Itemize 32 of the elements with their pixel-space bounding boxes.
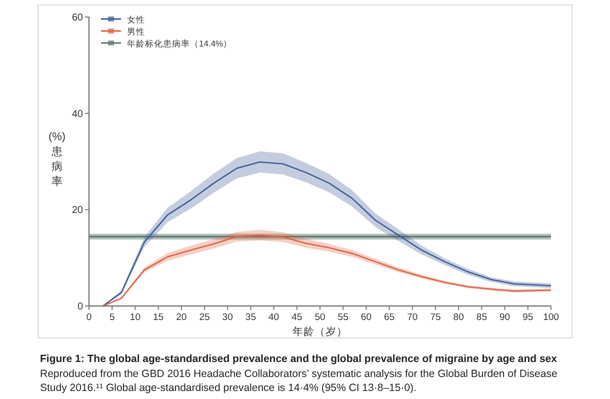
x-tick-label: 75 bbox=[430, 312, 441, 323]
y-tick-label: 0 bbox=[77, 302, 84, 312]
legend-label: 年龄标化患病率（14.4%） bbox=[127, 38, 232, 48]
x-tick-label: 70 bbox=[407, 312, 418, 323]
x-tick-label: 20 bbox=[176, 312, 187, 323]
x-tick-label: 30 bbox=[222, 312, 233, 323]
x-tick-label: 65 bbox=[384, 312, 395, 323]
x-tick-label: 10 bbox=[130, 312, 140, 323]
x-tick-label: 0 bbox=[86, 312, 92, 323]
legend-label: 女性 bbox=[127, 14, 145, 24]
x-tick-label: 85 bbox=[476, 312, 487, 323]
text: Reproduced from the GBD 2016 Headache Collaborators’ systematic analysis for the Global Burden of Disease Study 2016.¹¹ Global age-standardised prevalence is 14·4% (95% CI 13·8–15·0). bbox=[40, 367, 558, 395]
x-tick-label: 100 bbox=[543, 312, 559, 323]
x-tick-label: 50 bbox=[314, 312, 326, 323]
x-tick-label: 55 bbox=[338, 312, 348, 323]
x-tick-label: 25 bbox=[199, 312, 210, 323]
x-tick-label: 95 bbox=[522, 312, 534, 323]
y-axis-title: (%)患病率 bbox=[48, 131, 66, 188]
x-tick-label: 35 bbox=[245, 312, 256, 323]
x-tick-label: 80 bbox=[453, 312, 464, 323]
x-tick-label: 5 bbox=[109, 312, 115, 323]
x-tick-label: 60 bbox=[360, 312, 372, 323]
x-tick-label: 15 bbox=[153, 312, 164, 323]
x-tick-label: 90 bbox=[500, 312, 510, 323]
y-tick-label: 40 bbox=[72, 108, 84, 120]
x-axis-title: 年龄（岁） bbox=[292, 326, 348, 338]
x-tick-label: 40 bbox=[268, 312, 280, 323]
y-tick-label: 60 bbox=[72, 12, 84, 24]
y-tick-label: 20 bbox=[72, 205, 84, 216]
caption: Figure 1: The global age-standardised prevalence and the global prevalence of migraine by age and sex bbox=[40, 352, 558, 366]
x-tick-label: 45 bbox=[292, 312, 302, 323]
legend-label: 男性 bbox=[127, 26, 145, 36]
